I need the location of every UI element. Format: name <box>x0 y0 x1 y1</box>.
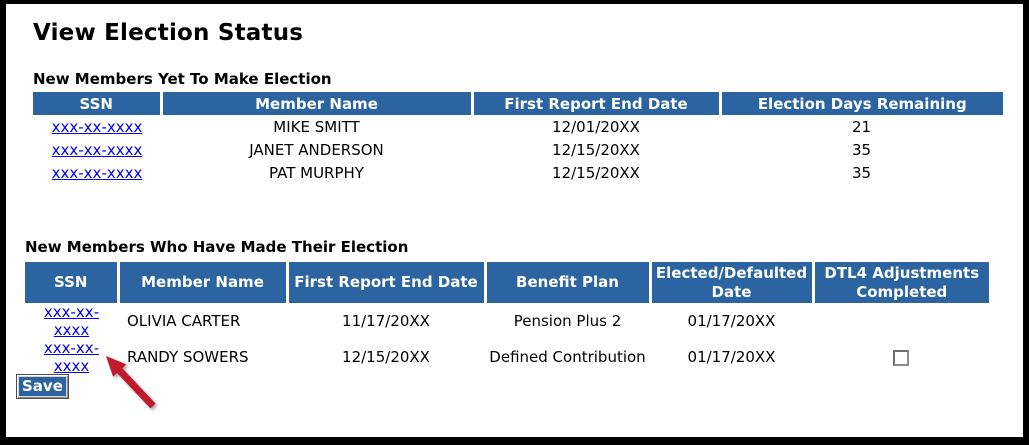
ssn-link[interactable]: xxx-xx-xxxx <box>51 163 143 182</box>
ssn-link[interactable]: xxx-xx-xxxx <box>43 303 100 339</box>
table-header-row: SSN Member Name First Report End Date Benef… <box>25 262 989 303</box>
ssn-cell: xxx-xx-xxxx <box>33 115 161 138</box>
table-cell: 35 <box>851 140 872 159</box>
table-cell: Pension Plus 2 <box>513 312 622 330</box>
table-cell: PAT MURPHY <box>269 163 364 182</box>
column-header: Election Days Remaining <box>720 92 1003 115</box>
column-header: DTL4 Adjustments Completed <box>813 262 989 303</box>
column-header: First Report End Date <box>472 92 722 115</box>
table-cell: 21 <box>851 117 872 136</box>
ssn-cell: xxx-xx-xxxx <box>33 138 161 161</box>
save-button[interactable]: Save <box>16 374 69 399</box>
ssn-cell: xxx-xx-xxxx <box>25 339 118 375</box>
table-cell: 35 <box>851 163 872 182</box>
pending-elections-table: SSN Member Name First Report End Date Elect… <box>33 92 1003 184</box>
dtl4-completed-cell <box>813 339 989 375</box>
table-cell: 12/01/20XX <box>552 117 640 136</box>
elected-member-row: xxx-xx-xxxx RANDY SOWERS 12/15/20XX Defined… <box>25 339 989 375</box>
column-header: Member Name <box>161 92 474 115</box>
ssn-link[interactable]: xxx-xx-xxxx <box>43 339 100 375</box>
pending-member-row: xxx-xx-xxxx JANET ANDERSON 12/15/20XX 35 <box>33 138 1003 161</box>
table-cell: RANDY SOWERS <box>127 348 249 366</box>
table-cell: 12/15/20XX <box>342 348 430 366</box>
save-button-label: Save <box>19 377 66 396</box>
table-cell: 11/17/20XX <box>342 312 430 330</box>
ssn-link[interactable]: xxx-xx-xxxx <box>51 117 143 136</box>
table-cell: JANET ANDERSON <box>249 140 384 159</box>
column-header: Member Name <box>118 262 289 303</box>
table-cell: 12/15/20XX <box>552 140 640 159</box>
pending-elections-heading: New Members Yet To Make Election <box>33 70 332 88</box>
dtl4-adjustments-checkbox[interactable] <box>893 349 909 366</box>
ssn-link[interactable]: xxx-xx-xxxx <box>51 140 143 159</box>
ssn-cell: xxx-xx-xxxx <box>25 303 118 339</box>
ssn-cell: xxx-xx-xxxx <box>33 161 161 184</box>
table-cell: 01/17/20XX <box>687 348 776 366</box>
table-cell: Defined Contribution <box>489 348 646 366</box>
pending-member-row: xxx-xx-xxxx MIKE SMITT 12/01/20XX 21 <box>33 115 1003 138</box>
elected-members-heading: New Members Who Have Made Their Election <box>25 238 409 256</box>
table-cell: 12/15/20XX <box>552 163 640 182</box>
column-header: First Report End Date <box>287 262 487 303</box>
dtl4-completed-cell <box>813 303 989 339</box>
column-header: SSN <box>33 92 163 115</box>
pending-member-row: xxx-xx-xxxx PAT MURPHY 12/15/20XX 35 <box>33 161 1003 184</box>
page-title: View Election Status <box>33 20 304 46</box>
elected-members-table: SSN Member Name First Report End Date Benef… <box>25 262 989 375</box>
table-header-row: SSN Member Name First Report End Date Elect… <box>33 92 1003 115</box>
column-header: Elected/Defaulted Date <box>650 262 815 303</box>
elected-member-row: xxx-xx-xxxx OLIVIA CARTER 11/17/20XX Pensio… <box>25 303 989 339</box>
table-cell: OLIVIA CARTER <box>127 312 241 330</box>
table-cell: 01/17/20XX <box>687 312 776 330</box>
column-header: Benefit Plan <box>485 262 652 303</box>
table-cell: MIKE SMITT <box>273 117 360 136</box>
column-header: SSN <box>25 262 120 303</box>
